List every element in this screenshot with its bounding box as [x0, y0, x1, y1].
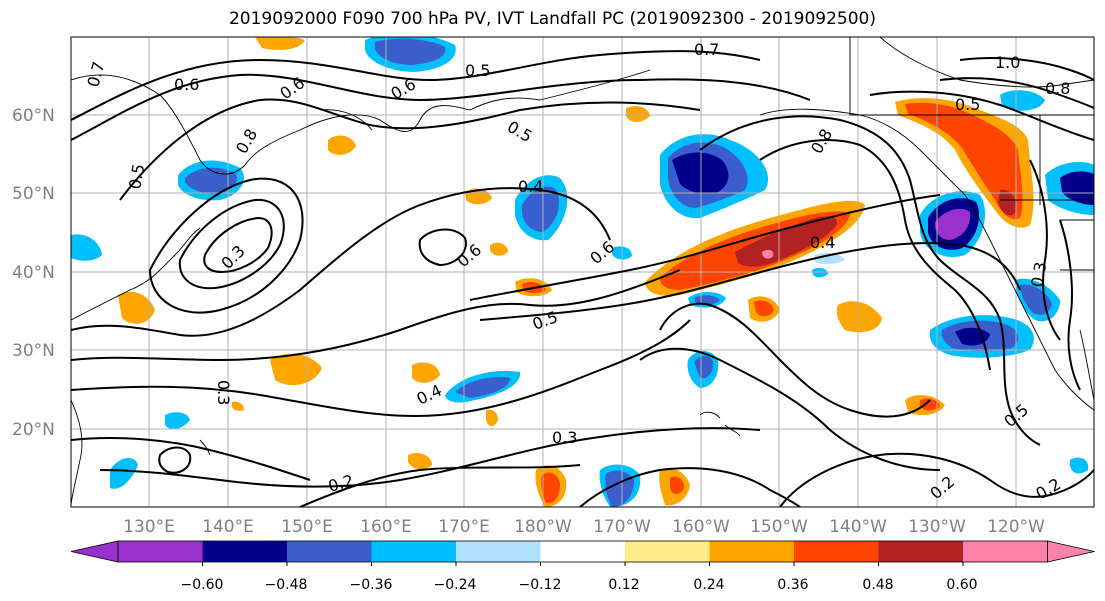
colorbar-segment — [540, 541, 625, 562]
pv-contours — [71, 50, 1094, 507]
colorbar-tick-label: −0.60 — [181, 577, 224, 593]
lon-label: 170°E — [438, 517, 490, 537]
contour-label: 0.5 — [955, 95, 980, 114]
lon-label: 130°W — [908, 517, 966, 537]
lon-label: 150°E — [281, 517, 333, 537]
lon-label: 150°W — [750, 517, 808, 537]
lat-label: 30°N — [12, 341, 55, 361]
lon-label: 140°W — [829, 517, 887, 537]
colorbar-extend-max — [1047, 540, 1095, 563]
colorbar-tick-label: −0.48 — [265, 577, 308, 593]
lon-label: 160°E — [360, 517, 412, 537]
longitude-labels: 130°E 140°E 150°E 160°E 170°E 180°W 170°… — [123, 517, 1045, 537]
contour-label: 0.6 — [174, 75, 199, 94]
contour-label: 0.5 — [465, 61, 490, 80]
colorbar-tick-label: 0.24 — [693, 577, 724, 593]
lon-label: 120°W — [987, 517, 1045, 537]
lat-label: 60°N — [12, 106, 55, 126]
colorbar-frame — [117, 540, 1048, 563]
colorbar-segment — [287, 541, 372, 562]
colorbar-tick-label: 0.12 — [608, 577, 639, 593]
contour-label: 0.5 — [125, 162, 148, 190]
colorbar-segment — [963, 541, 1048, 562]
contour-label: 0.4 — [810, 233, 835, 252]
contour-label: 0.3 — [552, 428, 577, 447]
lat-label: 20°N — [12, 420, 55, 440]
colorbar-segment — [625, 541, 710, 562]
colorbar-tick-label: −0.24 — [434, 577, 477, 593]
latitude-labels: 60°N 50°N 40°N 30°N 20°N — [12, 106, 55, 440]
colorbar: −0.60 −0.48 −0.36 −0.24 −0.12 0.12 0.24 … — [70, 540, 1095, 593]
contour-label: 0.7 — [694, 40, 719, 59]
colorbar-segment — [371, 541, 456, 562]
map-title: 2019092000 F090 700 hPa PV, IVT Landfall… — [228, 9, 876, 29]
colorbar-segment — [878, 541, 963, 562]
colorbar-tick-label: −0.12 — [519, 577, 562, 593]
lon-label: 180°W — [514, 517, 572, 537]
contour-label: 0.3 — [1027, 260, 1050, 288]
lat-label: 40°N — [12, 263, 55, 283]
colorbar-tick-label: 0.48 — [862, 577, 893, 593]
colorbar-segment — [202, 541, 287, 562]
contour-label: 1.0 — [995, 53, 1020, 72]
colorbar-tick-label: 0.36 — [777, 577, 808, 593]
colorbar-extend-min — [70, 540, 119, 563]
colorbar-tick-label: −0.36 — [350, 577, 393, 593]
lon-label: 140°E — [202, 517, 254, 537]
lon-label: 170°W — [593, 517, 651, 537]
contour-label: 0.3 — [214, 380, 233, 405]
colorbar-segment — [456, 541, 541, 562]
contour-label: 0.8 — [1045, 79, 1070, 98]
colorbar-segments — [70, 540, 1095, 566]
colorbar-tick-labels: −0.60 −0.48 −0.36 −0.24 −0.12 0.12 0.24 … — [181, 577, 978, 593]
colorbar-segment — [794, 541, 879, 562]
map-panel: 0.7 0.6 0.5 0.7 0.8 1.0 0.8 0.5 0.6 0.5 … — [70, 36, 1095, 508]
lon-label: 130°E — [123, 517, 175, 537]
colorbar-tick-label: 0.60 — [946, 577, 977, 593]
colorbar-segment — [709, 541, 794, 562]
lon-label: 160°W — [672, 517, 730, 537]
contour-label: 0.4 — [518, 177, 543, 196]
colorbar-segment — [118, 541, 203, 562]
lat-label: 50°N — [12, 184, 55, 204]
